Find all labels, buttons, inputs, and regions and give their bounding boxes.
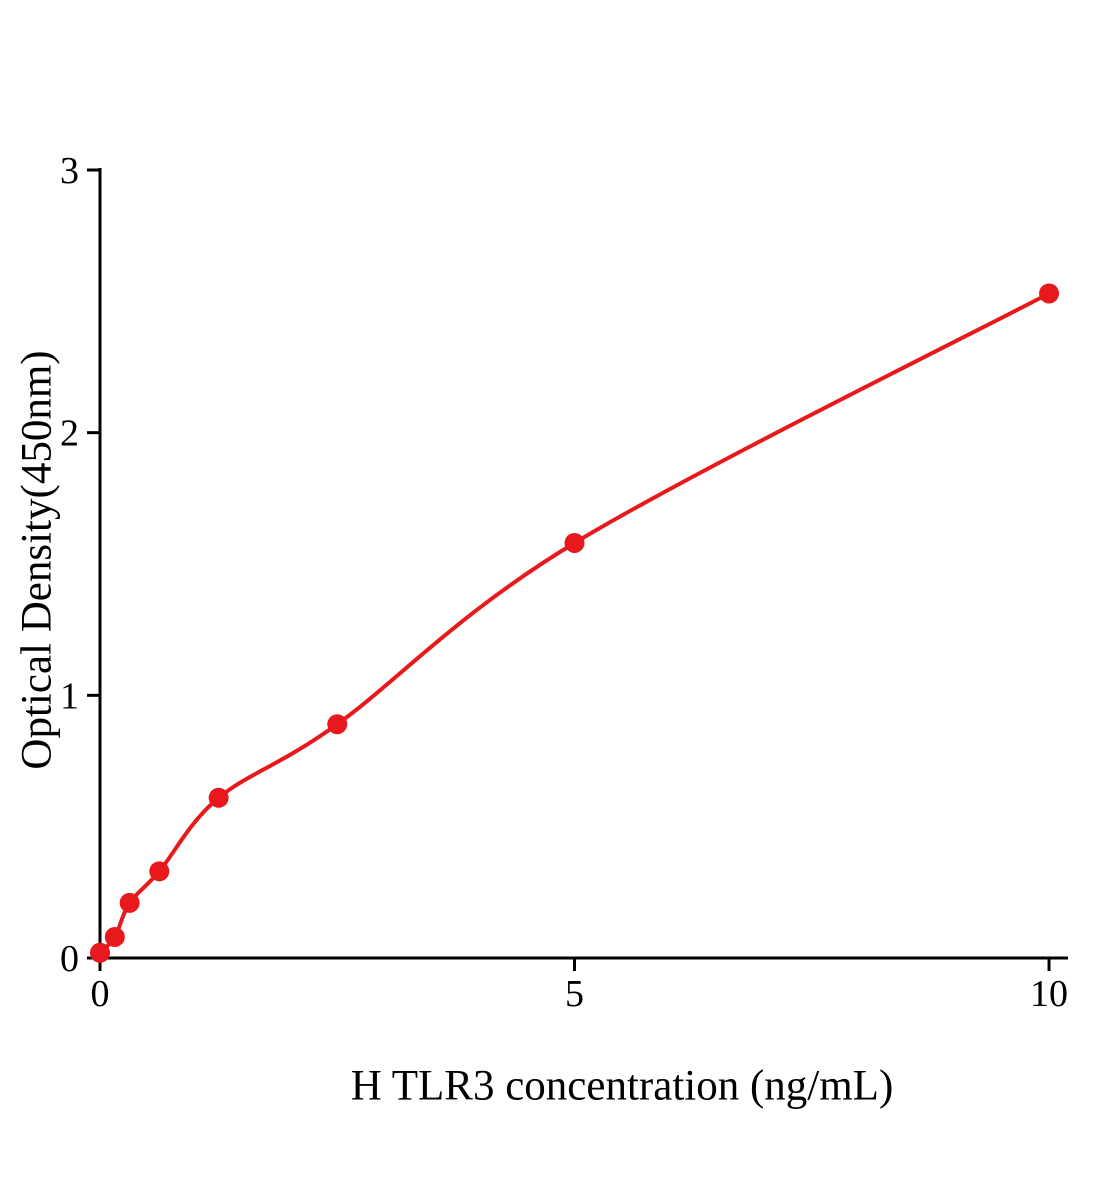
x-tick-label: 5 [565,973,584,1015]
data-point [104,926,125,947]
y-tick-label: 1 [60,675,79,717]
data-point [564,532,585,553]
data-point [1039,283,1060,304]
y-axis-title: Optical Density(450nm) [13,350,61,770]
data-point [208,787,229,808]
x-axis-title: H TLR3 concentration (ng/mL) [350,1062,894,1110]
data-point [327,714,348,735]
data-point [119,892,140,913]
x-tick-label: 0 [91,973,110,1015]
y-tick-label: 2 [60,413,79,455]
data-point [149,861,170,882]
y-tick-label: 0 [60,938,79,980]
data-point [90,942,110,963]
x-tick-label: 10 [1030,973,1068,1015]
fit-curve [98,291,1051,955]
y-tick-label: 3 [60,150,79,192]
